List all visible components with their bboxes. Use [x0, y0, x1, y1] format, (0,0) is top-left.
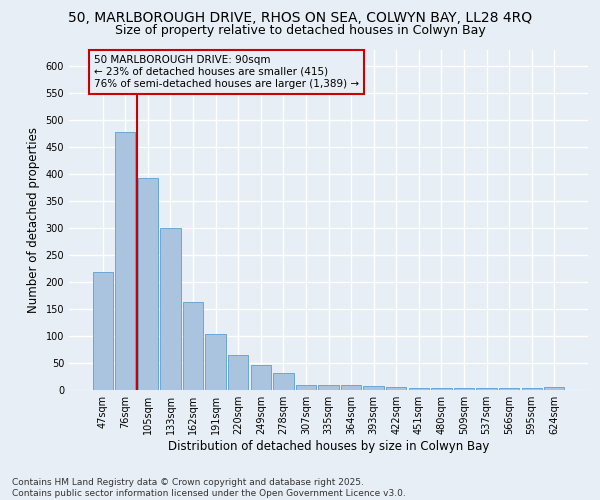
- Bar: [409, 388, 429, 390]
- Bar: [521, 388, 542, 390]
- Bar: [364, 386, 384, 390]
- Bar: [138, 178, 158, 390]
- Bar: [319, 384, 338, 390]
- Bar: [431, 388, 452, 390]
- Bar: [476, 388, 497, 390]
- Text: 50, MARLBOROUGH DRIVE, RHOS ON SEA, COLWYN BAY, LL28 4RQ: 50, MARLBOROUGH DRIVE, RHOS ON SEA, COLW…: [68, 11, 532, 25]
- Bar: [273, 374, 293, 390]
- Text: Contains HM Land Registry data © Crown copyright and database right 2025.
Contai: Contains HM Land Registry data © Crown c…: [12, 478, 406, 498]
- Y-axis label: Number of detached properties: Number of detached properties: [27, 127, 40, 313]
- Text: Size of property relative to detached houses in Colwyn Bay: Size of property relative to detached ho…: [115, 24, 485, 37]
- Bar: [92, 272, 113, 390]
- Bar: [341, 384, 361, 390]
- Bar: [251, 364, 271, 390]
- Bar: [544, 388, 565, 390]
- Bar: [499, 388, 519, 390]
- Bar: [160, 228, 181, 390]
- Text: 50 MARLBOROUGH DRIVE: 90sqm
← 23% of detached houses are smaller (415)
76% of se: 50 MARLBOROUGH DRIVE: 90sqm ← 23% of det…: [94, 56, 359, 88]
- X-axis label: Distribution of detached houses by size in Colwyn Bay: Distribution of detached houses by size …: [168, 440, 489, 453]
- Bar: [454, 388, 474, 390]
- Bar: [296, 384, 316, 390]
- Bar: [386, 388, 406, 390]
- Bar: [228, 355, 248, 390]
- Bar: [205, 334, 226, 390]
- Bar: [115, 132, 136, 390]
- Bar: [183, 302, 203, 390]
